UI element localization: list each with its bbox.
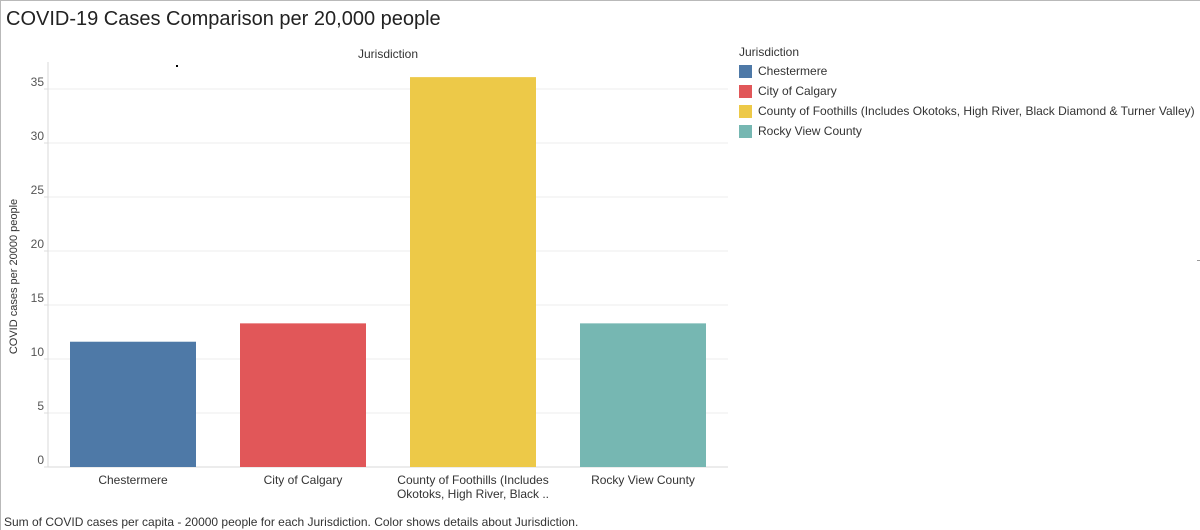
x-tick-label: Okotoks, High River, Black .. [397,487,549,501]
legend-item[interactable]: City of Calgary [739,81,1197,101]
bar [70,341,196,467]
column-header-label: Jurisdiction [358,47,418,61]
legend-label: Rocky View County [758,124,862,138]
legend-item[interactable]: Chestermere [739,61,1197,81]
frame-top-border [0,0,1200,1]
x-tick-label: County of Foothills (Includes [397,473,548,487]
y-tick-label: 0 [37,453,44,467]
legend-label: City of Calgary [758,84,837,98]
legend-title: Jurisdiction [739,45,800,59]
legend-items: Chestermere City of Calgary County of Foot… [739,61,1197,141]
y-tick-label: 30 [31,129,45,143]
x-tick-label: Chestermere [98,473,168,487]
frame-right-tick [1197,260,1200,261]
y-tick-label: 10 [31,345,45,359]
legend-swatch [739,84,752,98]
legend-swatch [739,124,752,138]
bar [410,77,536,468]
y-axis-label: COVID cases per 20000 people [8,199,20,354]
legend-label: Chestermere [758,64,828,78]
bar [240,323,366,467]
y-tick-label: 25 [31,183,45,197]
legend-swatch [739,104,752,118]
y-tick-label: 35 [31,75,45,89]
legend-label: County of Foothills (Includes Okotoks, H… [758,104,1195,118]
chart-title: COVID-19 Cases Comparison per 20,000 peo… [6,8,441,30]
legend-item[interactable]: County of Foothills (Includes Okotoks, H… [739,101,1197,121]
legend-item[interactable]: Rocky View County [739,121,1197,141]
bar [580,323,706,467]
legend-swatch [739,64,752,78]
y-tick-label: 20 [31,237,45,251]
x-tick-label: City of Calgary [264,473,343,487]
chart-caption: Sum of COVID cases per capita - 20000 pe… [4,515,579,529]
y-tick-label: 15 [31,291,45,305]
bar-chart: Jurisdiction 0 5 10 15 20 25 30 35 COVID cases pe… [8,47,728,501]
legend[interactable]: Jurisdiction Chestermere City of Calgary C… [739,45,1197,141]
frame-left-border [0,0,1,530]
x-tick-label: Rocky View County [591,473,695,487]
cursor-mark [176,65,178,67]
y-tick-label: 5 [37,399,44,413]
